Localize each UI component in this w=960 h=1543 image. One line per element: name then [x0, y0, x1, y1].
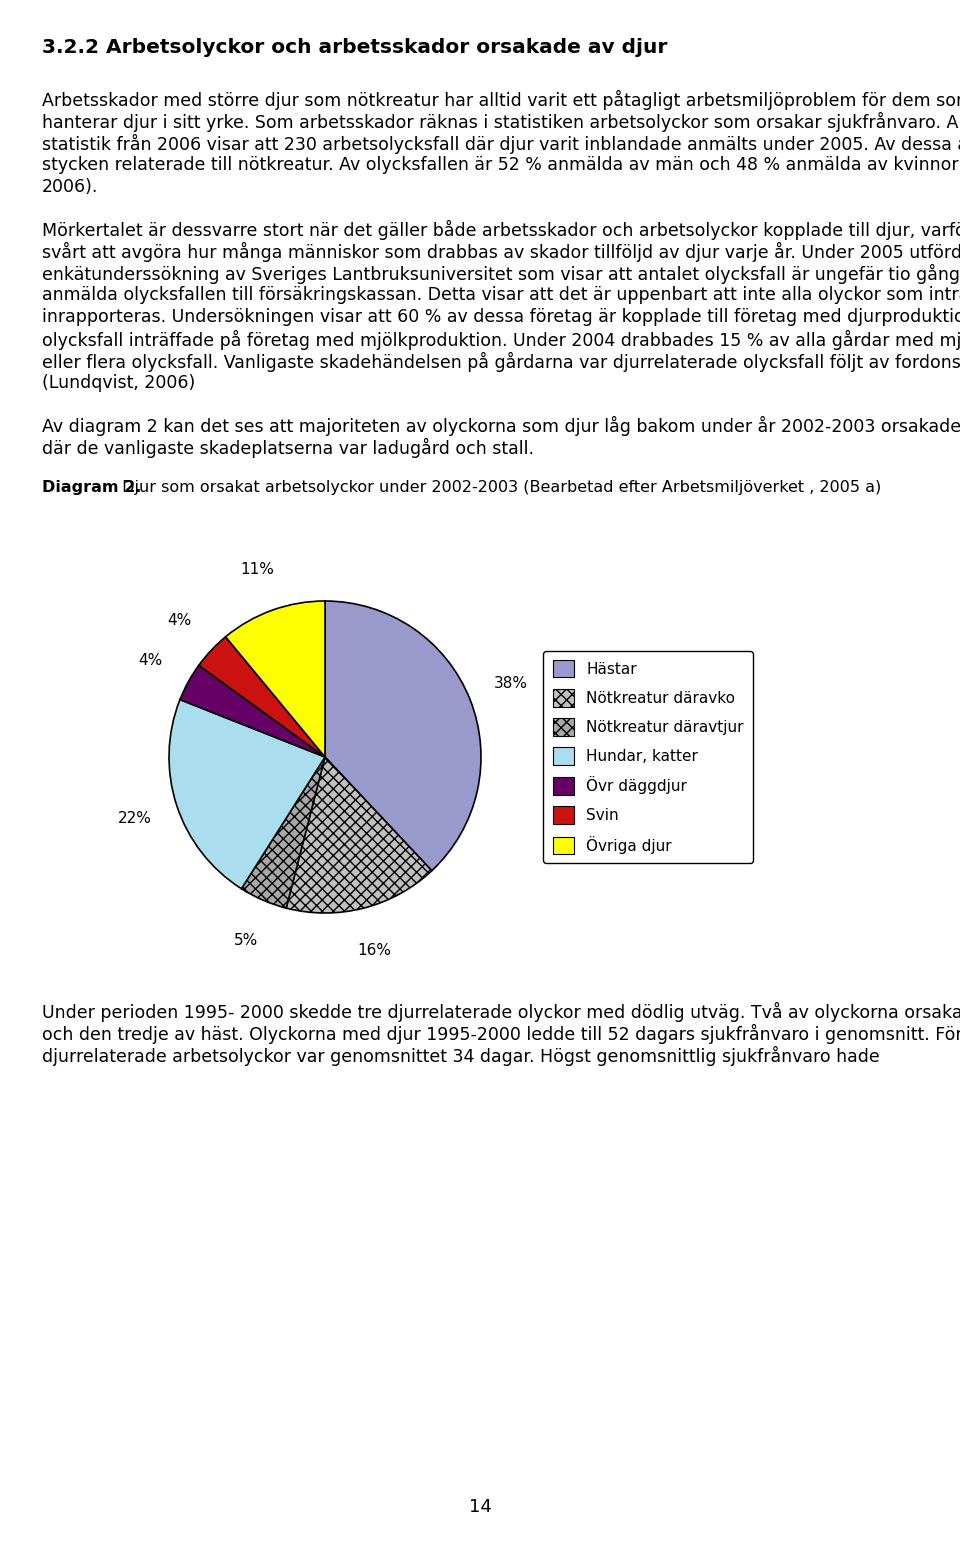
Text: 22%: 22%	[118, 812, 152, 826]
Text: 2006).: 2006).	[42, 177, 98, 196]
Text: 4%: 4%	[167, 613, 192, 628]
Text: 38%: 38%	[493, 676, 528, 691]
Text: stycken relaterade till nötkreatur. Av olycksfallen är 52 % anmälda av män och 4: stycken relaterade till nötkreatur. Av o…	[42, 156, 960, 174]
Text: Diagram 2.: Diagram 2.	[42, 480, 141, 495]
Text: djurrelaterade arbetsolyckor var genomsnittet 34 dagar. Högst genomsnittlig sjuk: djurrelaterade arbetsolyckor var genomsn…	[42, 1046, 879, 1066]
Wedge shape	[241, 758, 325, 909]
Text: 14: 14	[468, 1498, 492, 1517]
Wedge shape	[199, 637, 325, 758]
Text: eller flera olycksfall. Vanligaste skadehändelsen på gårdarna var djurrelaterade: eller flera olycksfall. Vanligaste skade…	[42, 352, 960, 372]
Wedge shape	[325, 602, 481, 870]
Text: Mörkertalet är dessvarre stort när det gäller både arbetsskador och arbetsolycko: Mörkertalet är dessvarre stort när det g…	[42, 221, 960, 241]
Wedge shape	[180, 665, 325, 758]
Text: (Lundqvist, 2006): (Lundqvist, 2006)	[42, 373, 195, 392]
Text: 5%: 5%	[233, 934, 258, 947]
Wedge shape	[169, 699, 325, 889]
Text: 11%: 11%	[240, 562, 275, 577]
Text: Djur som orsakat arbetsolyckor under 2002-2003 (Bearbetad efter Arbetsmiljöverke: Djur som orsakat arbetsolyckor under 200…	[117, 480, 881, 495]
Text: där de vanligaste skadeplatserna var ladugård och stall.: där de vanligaste skadeplatserna var lad…	[42, 438, 534, 458]
Text: svårt att avgöra hur många människor som drabbas av skador tillföljd av djur var: svårt att avgöra hur många människor som…	[42, 242, 960, 262]
Text: 4%: 4%	[138, 653, 162, 668]
Text: olycksfall inträffade på företag med mjölkproduktion. Under 2004 drabbades 15 % : olycksfall inträffade på företag med mjö…	[42, 330, 960, 350]
Text: Arbetsskador med större djur som nötkreatur har alltid varit ett påtagligt arbet: Arbetsskador med större djur som nötkrea…	[42, 89, 960, 110]
Text: enkätunderssökning av Sveriges Lantbruksuniversitet som visar att antalet olycks: enkätunderssökning av Sveriges Lantbruks…	[42, 264, 960, 284]
Wedge shape	[226, 602, 325, 758]
Wedge shape	[286, 758, 432, 913]
Text: Under perioden 1995- 2000 skedde tre djurrelaterade olyckor med dödlig utväg. Tv: Under perioden 1995- 2000 skedde tre dju…	[42, 1001, 960, 1021]
Text: inrapporteras. Undersökningen visar att 60 % av dessa företag är kopplade till f: inrapporteras. Undersökningen visar att …	[42, 309, 960, 326]
Text: 16%: 16%	[358, 943, 392, 958]
Legend: Hästar, Nötkreatur däravko, Nötkreatur däravtjur, Hundar, katter, Övr däggdjur, : Hästar, Nötkreatur däravko, Nötkreatur d…	[543, 651, 753, 864]
Text: anmälda olycksfallen till försäkringskassan. Detta visar att det är uppenbart at: anmälda olycksfallen till försäkringskas…	[42, 285, 960, 304]
Text: och den tredje av häst. Olyckorna med djur 1995-2000 ledde till 52 dagars sjukfr: och den tredje av häst. Olyckorna med dj…	[42, 1025, 960, 1045]
Text: 3.2.2 Arbetsolyckor och arbetsskador orsakade av djur: 3.2.2 Arbetsolyckor och arbetsskador ors…	[42, 39, 667, 57]
Text: statistik från 2006 visar att 230 arbetsolycksfall där djur varit inblandade anm: statistik från 2006 visar att 230 arbets…	[42, 134, 960, 154]
Text: hanterar djur i sitt yrke. Som arbetsskador räknas i statistiken arbetsolyckor s: hanterar djur i sitt yrke. Som arbetsska…	[42, 113, 960, 133]
Text: Av diagram 2 kan det ses att majoriteten av olyckorna som djur låg bakom under å: Av diagram 2 kan det ses att majoriteten…	[42, 417, 960, 437]
